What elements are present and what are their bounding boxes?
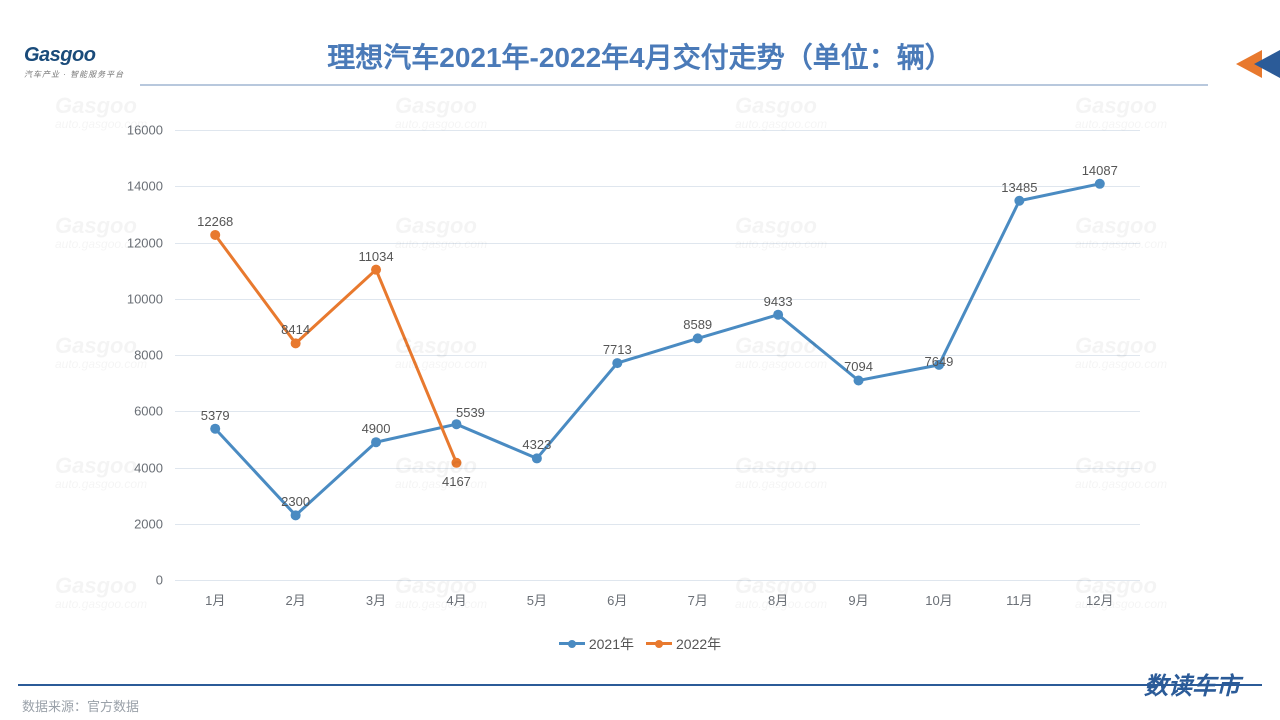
data-point — [532, 453, 542, 463]
legend-item: 2022年 — [646, 634, 721, 654]
watermark: Gasgooauto.gasgoo.com — [395, 93, 487, 131]
y-tick-label: 2000 — [134, 516, 175, 531]
x-tick-label: 7月 — [688, 580, 708, 609]
data-label: 7094 — [844, 359, 873, 374]
legend-swatch — [646, 642, 672, 645]
y-tick-label: 14000 — [127, 179, 175, 194]
data-label: 4323 — [522, 437, 551, 452]
x-tick-label: 10月 — [925, 580, 952, 609]
source-value: 官方数据 — [87, 699, 139, 714]
data-label: 13485 — [1001, 180, 1037, 195]
data-label: 4900 — [362, 421, 391, 436]
data-label: 5539 — [456, 405, 485, 420]
data-point — [210, 424, 220, 434]
data-point — [291, 338, 301, 348]
data-label: 12268 — [197, 214, 233, 229]
y-tick-label: 6000 — [134, 404, 175, 419]
legend-item: 2021年 — [559, 634, 634, 654]
data-point — [612, 358, 622, 368]
legend-label: 2022年 — [676, 634, 721, 654]
brand-label: 数读车市 — [1144, 666, 1240, 701]
series-line — [215, 235, 456, 463]
data-point — [210, 230, 220, 240]
data-label: 7713 — [603, 342, 632, 357]
data-point — [693, 333, 703, 343]
y-tick-label: 4000 — [134, 460, 175, 475]
x-tick-label: 9月 — [848, 580, 868, 609]
data-point — [371, 265, 381, 275]
page: Gasgoo 汽车产业 · 智能服务平台 理想汽车2021年-2022年4月交付… — [0, 0, 1280, 720]
y-tick-label: 10000 — [127, 291, 175, 306]
x-tick-label: 6月 — [607, 580, 627, 609]
data-label: 14087 — [1082, 163, 1118, 178]
y-tick-label: 16000 — [127, 123, 175, 138]
title-underline — [140, 84, 1208, 86]
bottom-rule — [18, 684, 1262, 686]
source-label: 数据来源： — [22, 699, 87, 714]
x-tick-label: 12月 — [1086, 580, 1113, 609]
chart-legend: 2021年 2022年 — [0, 632, 1280, 654]
x-tick-label: 4月 — [446, 580, 466, 609]
data-point — [773, 310, 783, 320]
x-tick-label: 11月 — [1006, 580, 1033, 609]
data-point — [451, 458, 461, 468]
grid-line — [175, 580, 1140, 581]
data-label: 8589 — [683, 317, 712, 332]
data-point — [371, 437, 381, 447]
data-point — [854, 375, 864, 385]
data-label: 5379 — [201, 408, 230, 423]
x-tick-label: 5月 — [527, 580, 547, 609]
legend-label: 2021年 — [589, 634, 634, 654]
chart-plot-area: 02000400060008000100001200014000160001月2… — [175, 130, 1140, 580]
data-label: 9433 — [764, 294, 793, 309]
data-point — [291, 510, 301, 520]
series-line — [215, 184, 1100, 516]
chart-title: 理想汽车2021年-2022年4月交付走势（单位：辆） — [0, 36, 1280, 76]
data-label: 7649 — [924, 354, 953, 369]
watermark: Gasgooauto.gasgoo.com — [735, 93, 827, 131]
corner-decoration — [1220, 50, 1280, 78]
x-tick-label: 8月 — [768, 580, 788, 609]
data-point — [1014, 196, 1024, 206]
data-label: 4167 — [442, 474, 471, 489]
data-point — [451, 419, 461, 429]
watermark: Gasgooauto.gasgoo.com — [1075, 93, 1167, 131]
x-tick-label: 2月 — [286, 580, 306, 609]
data-label: 8414 — [281, 322, 310, 337]
data-label: 11034 — [358, 249, 393, 264]
data-point — [1095, 179, 1105, 189]
x-tick-label: 3月 — [366, 580, 386, 609]
data-source: 数据来源：官方数据 — [22, 696, 139, 715]
legend-swatch — [559, 642, 585, 645]
x-tick-label: 1月 — [205, 580, 225, 609]
y-tick-label: 12000 — [127, 235, 175, 250]
watermark: Gasgooauto.gasgoo.com — [55, 573, 147, 611]
data-label: 2300 — [281, 494, 310, 509]
y-tick-label: 0 — [156, 573, 175, 588]
y-tick-label: 8000 — [134, 348, 175, 363]
